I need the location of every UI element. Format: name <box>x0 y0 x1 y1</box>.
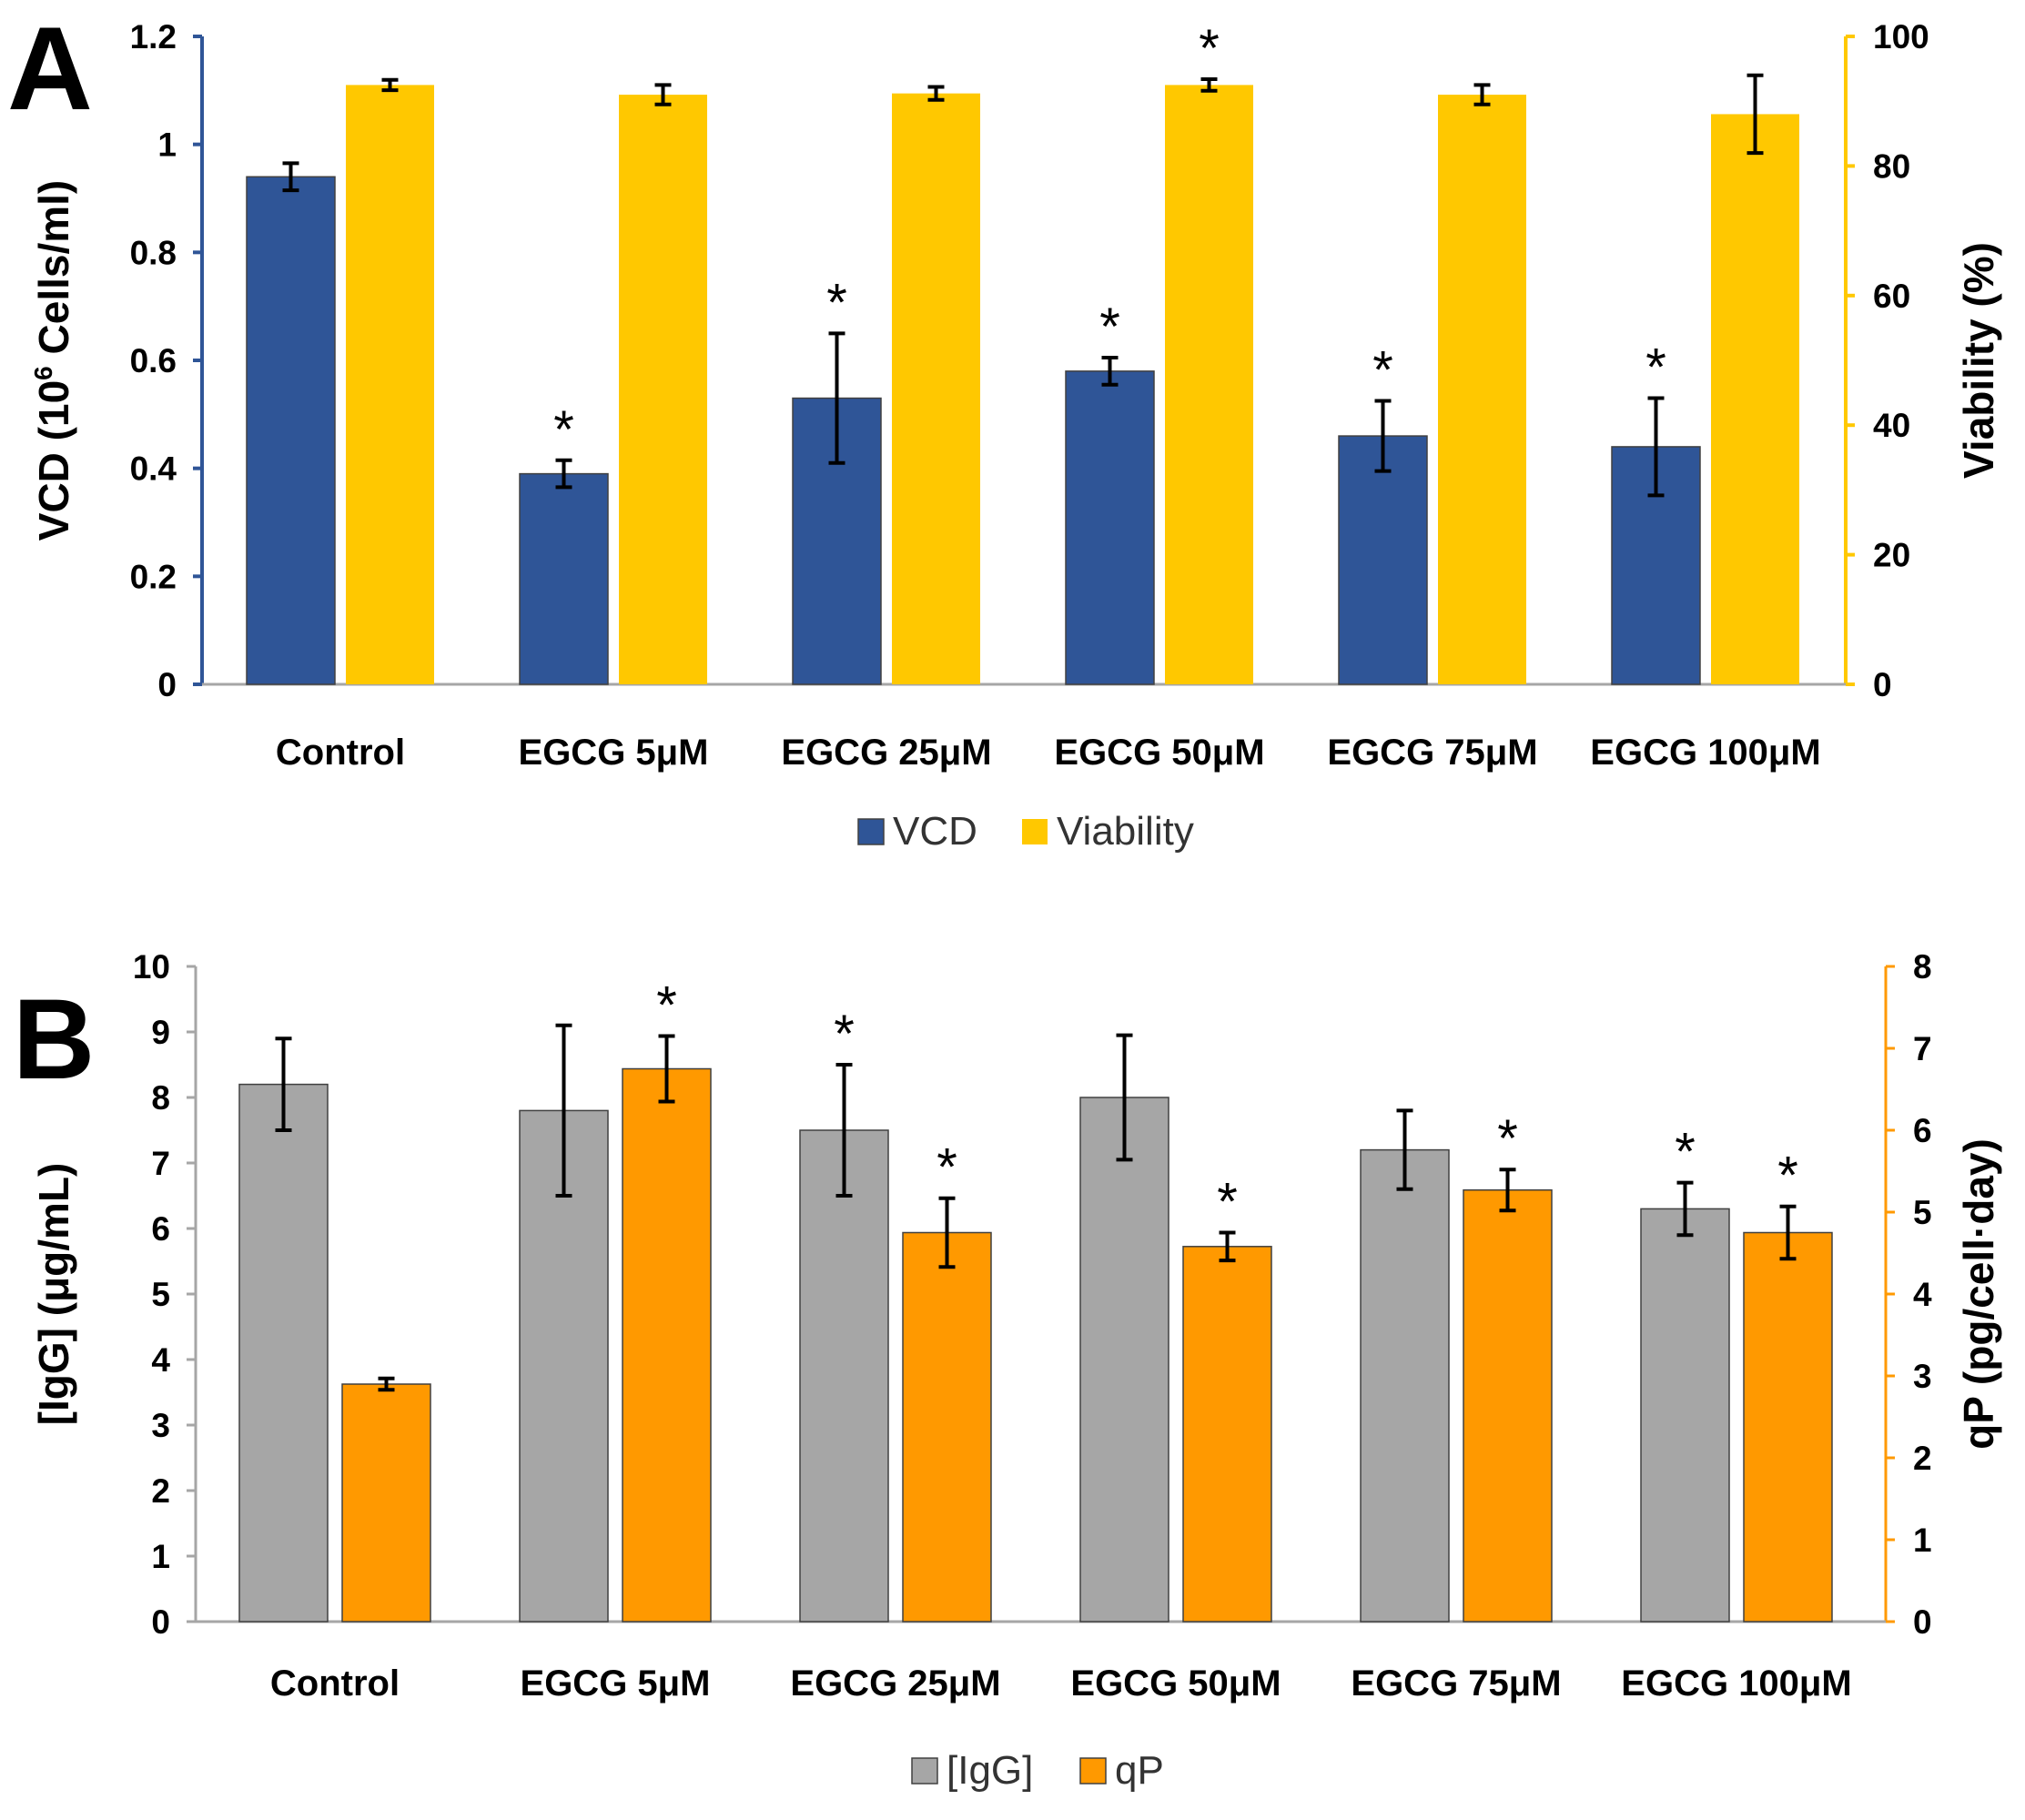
category-label-egcg-50-m: EGCG 50μM <box>1070 1663 1281 1704</box>
panel-a-chart: A 0 0.2 0.4 0.6 0.8 1 1.2 0 20 40 60 80 100 VCD (106 C… <box>7 2 2002 854</box>
bar-qp-egcg-75-m <box>1463 1188 1553 1623</box>
bar-vcd-egcg-50-m <box>1065 370 1155 685</box>
category-label-egcg-25-m: EGCG 25μM <box>790 1663 1000 1704</box>
significance-marker: * <box>1372 341 1393 400</box>
y-tick-label: 6 <box>151 1210 170 1248</box>
significance-marker: * <box>937 1138 957 1198</box>
y-axis-title: VCD (106 Cells/ml) <box>29 180 77 541</box>
y-tick-label: 0 <box>151 1603 170 1641</box>
y-tick-label: 8 <box>151 1079 170 1117</box>
bar-igg-egcg-50-m <box>1079 1097 1169 1623</box>
bar-qp-egcg-100-m <box>1743 1231 1833 1623</box>
legend-swatch-vcd <box>857 818 885 845</box>
y2-tick-label: 80 <box>1873 147 1910 185</box>
y2-tick-label: 8 <box>1913 948 1932 986</box>
legend-swatch-igg <box>911 1757 938 1785</box>
bar-qp-egcg-50-m <box>1182 1246 1272 1623</box>
bar-viability-control <box>346 85 434 684</box>
legend-label-qp: qP <box>1115 1748 1164 1793</box>
bar-vcd-egcg-5-m <box>519 472 609 685</box>
bar-igg-egcg-25-m <box>799 1129 889 1623</box>
y2-tick-label: 100 <box>1873 18 1929 56</box>
y-tick-label: 10 <box>133 948 170 986</box>
significance-marker: * <box>656 976 677 1036</box>
y-tick-label: 0 <box>157 666 177 703</box>
significance-marker: * <box>1777 1147 1798 1206</box>
bar-viability-egcg-75-m <box>1438 95 1526 684</box>
y2-tick-label: 3 <box>1913 1358 1932 1395</box>
y-tick-label: 3 <box>151 1407 170 1444</box>
category-label-control: Control <box>276 733 405 773</box>
bar-igg-egcg-75-m <box>1360 1148 1450 1623</box>
category-label-egcg-100-m: EGCG 100μM <box>1590 733 1820 773</box>
y-axis-title: [IgG] (μg/mL) <box>30 1163 77 1426</box>
significance-marker: * <box>1099 298 1120 357</box>
y2-axis-title: qP (pg/cell·day) <box>1955 1138 2002 1450</box>
legend-label-viability: Viability <box>1057 809 1194 854</box>
significance-marker: * <box>553 400 574 460</box>
category-label-egcg-75-m: EGCG 75μM <box>1327 733 1537 773</box>
y2-tick-label: 60 <box>1873 278 1910 315</box>
bar-viability-egcg-100-m <box>1711 114 1799 684</box>
y-tick-label: 9 <box>151 1014 170 1051</box>
bar-qp-egcg-5-m <box>622 1067 712 1623</box>
y-tick-label: 5 <box>151 1276 170 1313</box>
y2-axis-title: Viability (%) <box>1955 242 2002 479</box>
significance-marker: * <box>1645 339 1666 398</box>
category-label-egcg-75-m: EGCG 75μM <box>1351 1663 1561 1704</box>
y-tick-label: 7 <box>151 1145 170 1182</box>
significance-marker: * <box>1497 1109 1518 1168</box>
y-tick-label: 0.4 <box>130 450 177 488</box>
y2-tick-label: 20 <box>1873 537 1910 574</box>
panel-label-a: A <box>7 2 93 135</box>
bar-igg-egcg-100-m <box>1640 1208 1730 1623</box>
bar-vcd-control <box>246 176 336 685</box>
category-label-egcg-5-m: EGCG 5μM <box>521 1663 711 1704</box>
y2-tick-label: 7 <box>1913 1030 1932 1067</box>
bar-viability-egcg-50-m <box>1165 85 1253 684</box>
legend-swatch-viability <box>1022 819 1048 844</box>
y2-tick-label: 0 <box>1913 1603 1932 1641</box>
y-tick-label: 1 <box>157 126 177 164</box>
y-tick-label: 0.8 <box>130 234 177 271</box>
panel-label-b: B <box>13 976 95 1103</box>
y-tick-label: 0.2 <box>130 558 177 595</box>
bar-vcd-egcg-75-m <box>1338 435 1428 685</box>
y-tick-label: 1 <box>151 1538 170 1575</box>
category-label-egcg-5-m: EGCG 5μM <box>519 733 709 773</box>
category-label-egcg-25-m: EGCG 25μM <box>781 733 991 773</box>
y2-tick-label: 6 <box>1913 1112 1932 1149</box>
y2-tick-label: 1 <box>1913 1522 1932 1559</box>
y2-tick-label: 0 <box>1873 666 1892 703</box>
y2-tick-label: 4 <box>1913 1276 1932 1313</box>
y2-tick-label: 2 <box>1913 1440 1932 1477</box>
y-tick-label: 1.2 <box>130 18 177 56</box>
y-tick-label: 4 <box>151 1341 170 1379</box>
bar-viability-egcg-5-m <box>619 95 707 684</box>
significance-marker: * <box>826 273 847 332</box>
bar-qp-egcg-25-m <box>902 1231 992 1623</box>
bar-igg-control <box>238 1083 329 1623</box>
category-label-egcg-100-m: EGCG 100μM <box>1621 1663 1851 1704</box>
legend-label-igg: [IgG] <box>947 1748 1033 1793</box>
significance-marker: * <box>834 1005 855 1064</box>
significance-marker: * <box>1217 1173 1238 1232</box>
y-tick-label: 0.6 <box>130 342 177 379</box>
y2-tick-label: 5 <box>1913 1194 1932 1231</box>
y2-tick-label: 40 <box>1873 407 1910 444</box>
legend-swatch-qp <box>1079 1757 1107 1785</box>
y-tick-label: 2 <box>151 1472 170 1510</box>
significance-marker: * <box>1675 1123 1696 1182</box>
bar-viability-egcg-25-m <box>892 93 980 684</box>
significance-marker: * <box>1199 19 1220 78</box>
bar-qp-control <box>341 1383 431 1623</box>
legend-label-vcd: VCD <box>893 809 977 854</box>
category-label-egcg-50-m: EGCG 50μM <box>1054 733 1264 773</box>
panel-b-chart: B 0 1 2 3 4 5 6 7 8 9 10 0 1 2 3 4 5 6 7 8 [IgG] (μg/mL) qP (p… <box>13 948 2002 1793</box>
category-label-control: Control <box>270 1663 400 1704</box>
